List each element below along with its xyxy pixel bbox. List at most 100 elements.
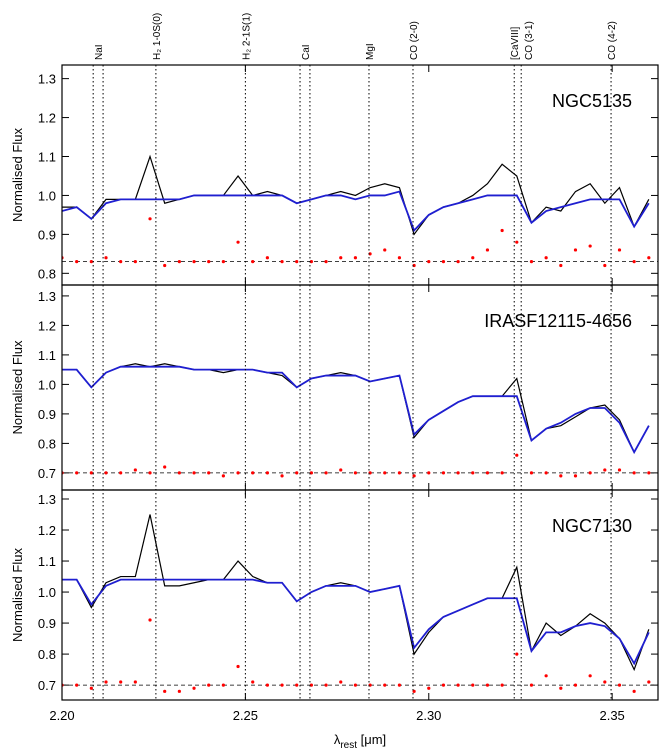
residual-point	[236, 664, 240, 669]
panel-title: IRASF12115-4656	[484, 311, 632, 331]
plot-area	[62, 154, 651, 268]
residual-point	[603, 468, 607, 472]
plot-area	[62, 363, 651, 478]
residual-point	[588, 244, 592, 248]
residual-point	[383, 683, 387, 687]
residual-point	[456, 471, 460, 475]
residual-point	[207, 683, 211, 687]
residual-point	[339, 680, 343, 684]
residual-point	[339, 256, 343, 260]
residual-point	[309, 260, 314, 264]
residual-point	[441, 683, 446, 687]
residual-point	[104, 256, 108, 260]
feature-label: CO (2-0)	[409, 21, 420, 60]
residual-point	[573, 683, 578, 687]
observed-spectrum	[62, 514, 650, 672]
residual-point	[529, 471, 534, 475]
y-tick-label: 1.0	[38, 585, 56, 600]
residual-point	[177, 689, 181, 693]
residual-point	[251, 260, 255, 264]
residual-point	[647, 471, 651, 475]
y-tick-label: 0.8	[38, 647, 56, 662]
residual-point	[89, 471, 93, 475]
y-tick-label: 1.2	[38, 318, 56, 333]
residual-point	[148, 217, 152, 221]
residual-point	[133, 680, 137, 684]
y-axis-label: Normalised Flux	[10, 340, 25, 434]
x-label-symbol: λ	[334, 732, 341, 747]
observed-spectrum	[62, 363, 650, 454]
x-tick-label: 2.25	[233, 708, 258, 723]
x-label-unit: [μm]	[361, 732, 387, 747]
observed-spectrum	[62, 154, 650, 236]
residual-point	[588, 674, 592, 678]
residual-point	[221, 260, 225, 264]
residual-point	[119, 471, 123, 475]
residual-point	[221, 683, 225, 687]
residual-point	[544, 674, 548, 678]
residual-point	[427, 471, 431, 475]
x-label-subscript: rest	[340, 740, 357, 751]
residual-point	[544, 256, 548, 260]
residual-point	[119, 260, 123, 264]
residual-point	[500, 683, 504, 687]
feature-label: CO (4-2)	[607, 21, 618, 60]
x-tick-label: 2.35	[599, 708, 624, 723]
residual-point	[427, 686, 431, 690]
y-axis-label: Normalised Flux	[10, 128, 25, 222]
x-axis-label: λrest [μm]	[334, 732, 386, 751]
residual-point	[617, 683, 622, 687]
residual-point	[603, 263, 607, 268]
residual-point	[500, 471, 504, 475]
y-tick-label: 0.7	[38, 466, 56, 481]
residual-point	[397, 256, 402, 260]
x-tick-label: 2.20	[49, 708, 74, 723]
residual-point	[559, 263, 563, 268]
residual-point	[280, 474, 284, 478]
residual-point	[515, 240, 519, 244]
residual-point	[515, 453, 519, 457]
y-tick-label: 1.0	[38, 377, 56, 392]
residual-point	[456, 683, 460, 687]
residual-point	[617, 248, 622, 252]
y-tick-label: 1.1	[38, 554, 56, 569]
y-tick-label: 0.8	[38, 436, 56, 451]
residual-point	[588, 471, 592, 475]
y-tick-label: 0.9	[38, 616, 56, 631]
residual-point	[280, 260, 284, 264]
residual-point	[295, 260, 299, 264]
residual-point	[412, 474, 416, 478]
residual-point	[617, 468, 622, 472]
residual-point	[251, 471, 255, 475]
residual-point	[148, 618, 152, 622]
residual-point	[632, 689, 636, 693]
residual-point	[280, 683, 284, 687]
residual-point	[353, 256, 358, 260]
y-axis-label: Normalised Flux	[10, 548, 25, 642]
residual-point	[309, 683, 314, 687]
residual-point	[192, 471, 196, 475]
x-tick-label: 2.30	[416, 708, 441, 723]
feature-label: H₂ 1-0S(0)	[152, 13, 163, 60]
residual-point	[75, 683, 79, 687]
residual-point	[163, 263, 167, 268]
residual-point	[75, 260, 79, 264]
residual-point	[441, 471, 446, 475]
residual-point	[339, 468, 343, 472]
model-spectrum	[62, 365, 650, 455]
residual-point	[397, 471, 402, 475]
y-tick-label: 1.3	[38, 72, 56, 87]
residual-point	[573, 248, 578, 252]
residual-point	[207, 260, 211, 264]
residual-point	[265, 471, 269, 475]
residual-point	[148, 471, 152, 475]
model-spectrum	[62, 578, 650, 666]
residual-point	[456, 260, 460, 264]
feature-label: CaI	[301, 44, 312, 60]
panel-title: NGC7130	[552, 516, 632, 536]
residual-point	[500, 228, 504, 233]
residual-point	[324, 683, 328, 687]
residual-point	[221, 474, 225, 478]
residual-point	[236, 471, 240, 475]
